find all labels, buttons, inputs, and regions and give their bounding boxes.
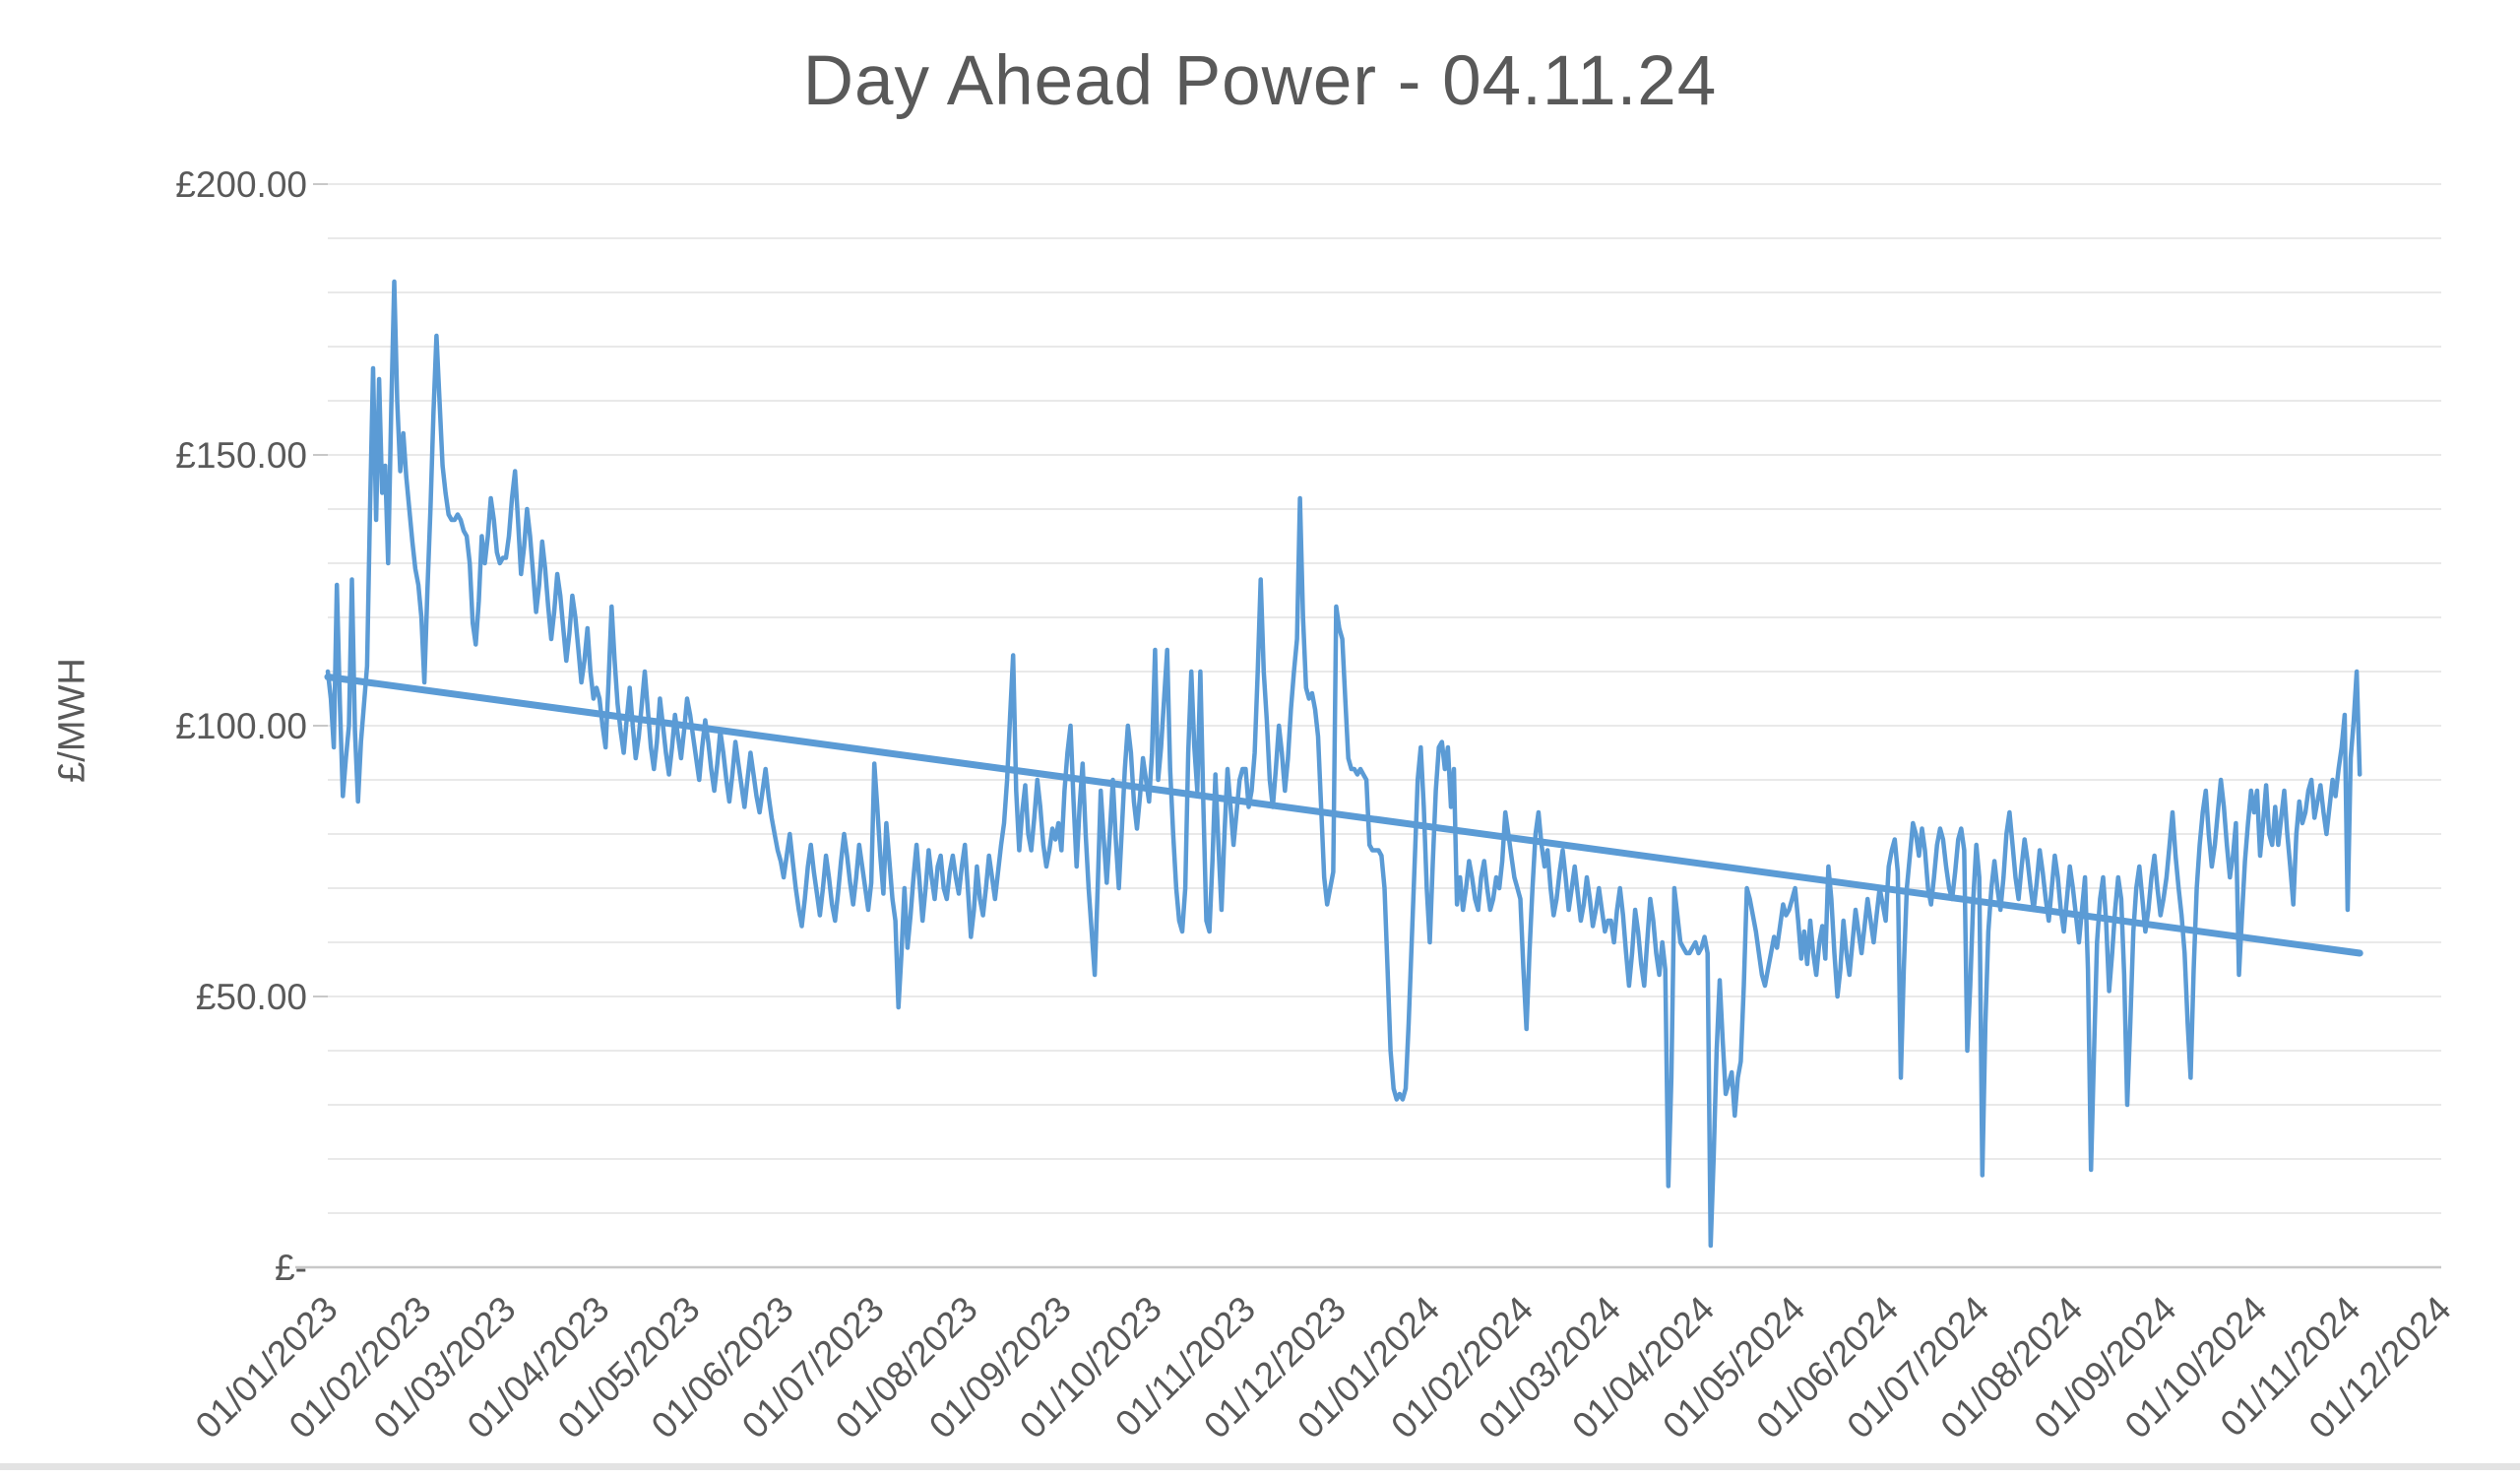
y-tick-label: £150.00: [175, 435, 307, 476]
y-tick-label: £100.00: [175, 706, 307, 746]
chart-title: Day Ahead Power - 04.11.24: [802, 42, 1718, 120]
y-tick-label: £50.00: [196, 977, 307, 1017]
window-bottom-edge: [0, 1463, 2520, 1470]
trendline: [324, 674, 2363, 957]
y-tick-label: £-: [275, 1248, 307, 1288]
y-tick-label: £200.00: [175, 164, 307, 205]
price-line-series: [325, 279, 2362, 1249]
